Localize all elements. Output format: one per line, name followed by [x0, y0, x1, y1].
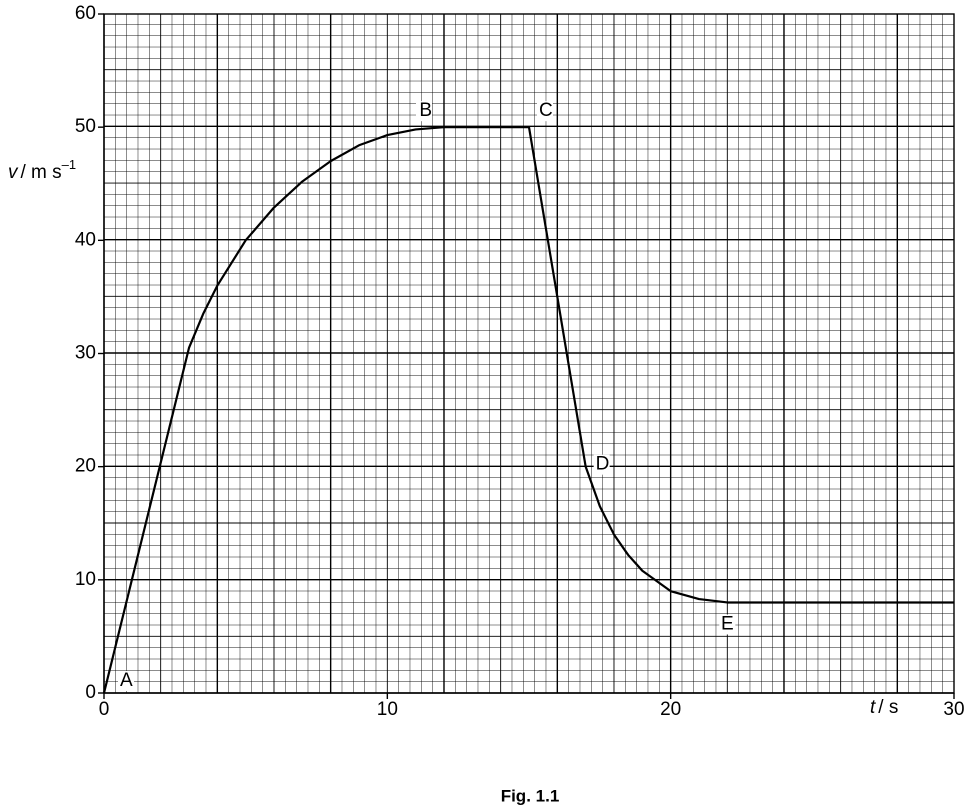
- graph-paper: [103, 14, 955, 694]
- data-line: [102, 126, 954, 694]
- point-label: A: [120, 670, 133, 691]
- y-axis-label-part: –1: [62, 157, 76, 172]
- point-label: E: [721, 613, 734, 634]
- annotation-bg: [719, 614, 736, 635]
- point-label: C: [539, 100, 553, 121]
- annotation-bg: [593, 454, 610, 475]
- y-tick-label: 0: [85, 682, 96, 703]
- x-axis-label-part: / s: [878, 697, 898, 718]
- y-axis-label-part: v: [8, 162, 19, 183]
- y-axis-label-part: / m s: [21, 162, 62, 183]
- x-tick-label: 20: [660, 699, 681, 720]
- annotation-bg: [537, 101, 553, 122]
- annotation-bg: [118, 671, 134, 691]
- x-tick-label: 10: [377, 699, 398, 720]
- y-axis-label: v / m s–1: [8, 157, 76, 183]
- y-tick-label: 50: [75, 116, 96, 137]
- x-axis-label: t / s: [870, 697, 898, 718]
- caption: Fig. 1.1: [501, 786, 560, 805]
- x-tick-label: 0: [99, 699, 110, 720]
- y-tick-label: 40: [75, 229, 96, 250]
- y-tick-label: 20: [75, 456, 96, 477]
- x-axis-label-part: t: [870, 697, 876, 718]
- y-tick-label: 30: [75, 343, 96, 364]
- x-tick-label: 30: [943, 699, 964, 720]
- annotation-bg: [416, 101, 432, 122]
- point-label: B: [419, 100, 432, 121]
- y-tick-label: 10: [75, 569, 96, 590]
- point-label: D: [596, 454, 610, 475]
- y-tick-label: 60: [75, 3, 96, 24]
